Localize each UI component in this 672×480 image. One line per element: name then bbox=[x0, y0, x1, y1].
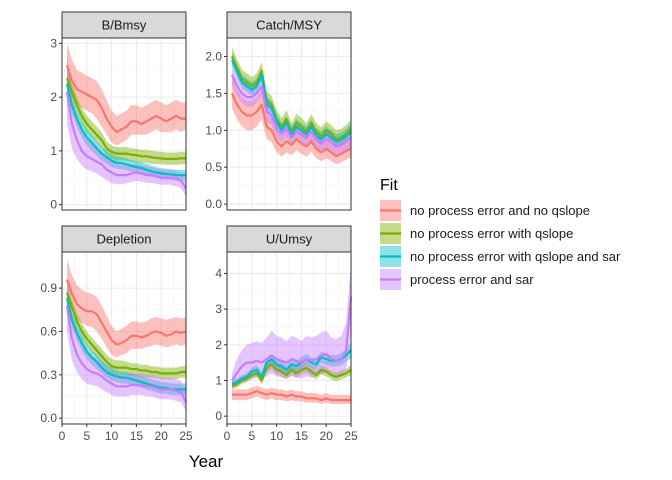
facet-strip-label: Catch/MSY bbox=[256, 18, 322, 33]
y-tick-label: 3 bbox=[215, 302, 222, 316]
y-tick-label: 0.6 bbox=[40, 324, 57, 338]
legend: Fit no process error and no qslope no pro… bbox=[380, 177, 621, 290]
line-series-1 bbox=[65, 64, 186, 134]
x-tick-label: 15 bbox=[295, 429, 309, 443]
facet-strip-label: B/Bmsy bbox=[102, 18, 147, 33]
panel-catch-msy: Catch/MSY 0.0 0.5 1.0 1.5 2.0 bbox=[205, 11, 352, 211]
y-tick-label: 1.0 bbox=[205, 123, 222, 137]
ribbon-series-3 bbox=[67, 75, 186, 181]
x-tick-label: 5 bbox=[248, 429, 255, 443]
panel-u-umsy: U/Umsy 0 1 2 3 4 0 5 10 15 20 25 bbox=[215, 225, 358, 443]
panels: B/Bmsy 0 1 2 3 Catch/MSY 0.0 0.5 1.0 1.5 2.0 Deplet… bbox=[40, 11, 358, 443]
panel-border bbox=[226, 251, 352, 425]
ribbon-series-2 bbox=[232, 359, 351, 390]
x-tick-label: 25 bbox=[179, 429, 193, 443]
line-series-2 bbox=[231, 363, 352, 387]
y-tick-label: 2.0 bbox=[205, 49, 222, 63]
x-tick-label: 5 bbox=[83, 429, 90, 443]
x-tick-label: 20 bbox=[155, 429, 169, 443]
y-tick-label: 2 bbox=[215, 338, 222, 352]
x-tick-label: 0 bbox=[224, 429, 231, 443]
facet-strip bbox=[226, 225, 352, 253]
line-series-3 bbox=[231, 349, 352, 386]
y-tick-label: 0 bbox=[215, 409, 222, 423]
ribbon-series-1 bbox=[232, 78, 351, 165]
line-series-4 bbox=[230, 74, 352, 148]
line-series-4 bbox=[231, 296, 353, 382]
y-tick-label: 0.9 bbox=[40, 281, 57, 295]
panel-border bbox=[61, 251, 187, 425]
legend-item-4: process error and sar bbox=[380, 269, 534, 290]
legend-item-3: no process error with qslope and sar bbox=[380, 246, 621, 267]
line-series-2 bbox=[65, 77, 186, 160]
x-tick-label: 20 bbox=[320, 429, 334, 443]
ribbon-series-2 bbox=[67, 70, 186, 165]
line-series-3 bbox=[65, 83, 186, 177]
panel-border bbox=[61, 37, 187, 211]
facet-strip bbox=[226, 11, 352, 39]
legend-label: no process error with qslope bbox=[410, 226, 573, 241]
line-series-3 bbox=[230, 59, 352, 143]
panel-depletion: Depletion 0.0 0.3 0.6 0.9 0 5 10 15 20 25 bbox=[40, 225, 193, 443]
y-tick-label: 0.0 bbox=[40, 411, 57, 425]
legend-item-1: no process error and no qslope bbox=[380, 200, 590, 221]
y-tick-label: 0 bbox=[50, 198, 57, 212]
legend-label: process error and sar bbox=[410, 272, 534, 287]
legend-label: no process error and no qslope bbox=[410, 203, 590, 218]
y-tick-label: 1 bbox=[215, 373, 222, 387]
y-tick-label: 1.5 bbox=[205, 86, 222, 100]
line-series-1 bbox=[232, 390, 351, 402]
y-tick-label: 2 bbox=[50, 90, 57, 104]
ribbon-series-1 bbox=[67, 43, 186, 146]
line-series-1 bbox=[65, 279, 187, 346]
line-series-2 bbox=[65, 292, 186, 375]
ribbon-series-1 bbox=[67, 259, 186, 358]
x-axis-label: Year bbox=[189, 452, 224, 471]
y-tick-label: 1 bbox=[50, 144, 57, 158]
y-tick-label: 4 bbox=[215, 266, 222, 280]
ribbon-series-3 bbox=[67, 291, 186, 396]
legend-title: Fit bbox=[380, 177, 398, 194]
panel-b-bmsy: B/Bmsy 0 1 2 3 bbox=[50, 11, 187, 212]
x-tick-label: 25 bbox=[344, 429, 358, 443]
y-tick-label: 0.0 bbox=[205, 197, 222, 211]
x-tick-label: 10 bbox=[270, 429, 284, 443]
ribbon-series-4 bbox=[67, 279, 186, 411]
x-tick-label: 15 bbox=[130, 429, 144, 443]
y-tick-label: 0.5 bbox=[205, 160, 222, 174]
line-series-1 bbox=[230, 92, 352, 158]
legend-item-2: no process error with qslope bbox=[380, 223, 573, 244]
facet-strip bbox=[61, 11, 187, 39]
line-series-4 bbox=[65, 91, 187, 190]
ribbon-series-2 bbox=[67, 285, 186, 380]
y-tick-label: 3 bbox=[50, 36, 57, 50]
legend-label: no process error with qslope and sar bbox=[410, 249, 621, 264]
line-series-4 bbox=[65, 305, 187, 403]
x-tick-label: 10 bbox=[105, 429, 119, 443]
line-series-3 bbox=[65, 298, 186, 391]
facet-strip-label: U/Umsy bbox=[266, 232, 313, 247]
facet-strip-label: Depletion bbox=[97, 232, 152, 247]
y-tick-label: 0.3 bbox=[40, 368, 57, 382]
x-tick-label: 0 bbox=[59, 429, 66, 443]
panel-border bbox=[226, 37, 352, 211]
